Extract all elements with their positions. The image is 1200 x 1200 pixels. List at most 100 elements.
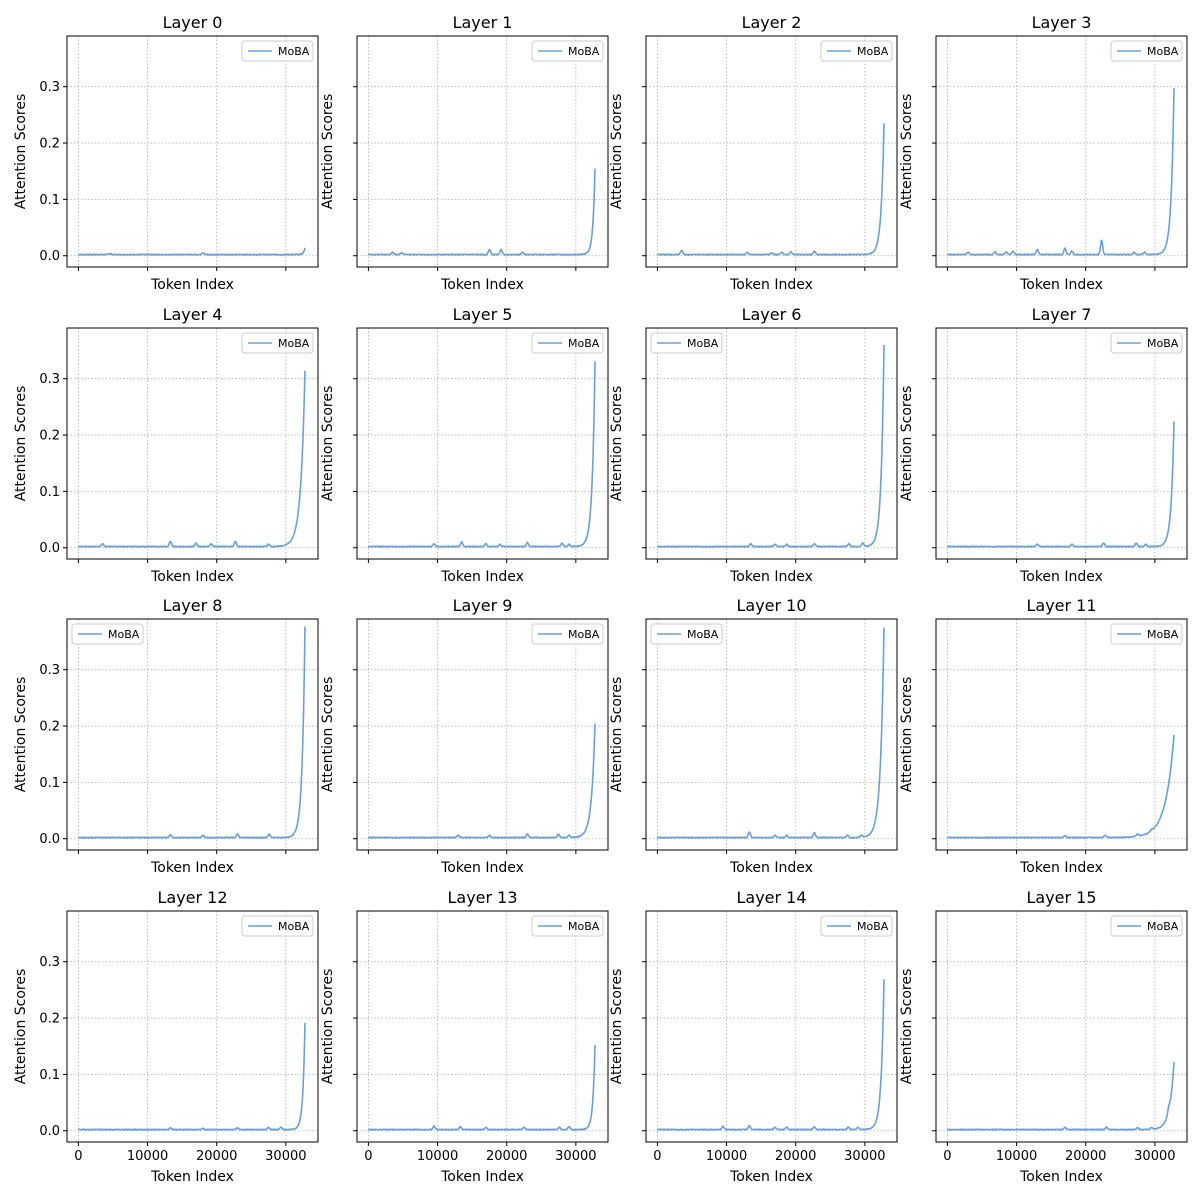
y-axis-label: Attention Scores <box>899 969 915 1085</box>
panel-layer-11: Layer 11 Token Index Attention Scores MoBA <box>899 596 1188 876</box>
panel-title: Layer 8 <box>163 596 223 615</box>
y-axis-label: Attention Scores <box>609 969 625 1085</box>
panel-layer-14: 0 10000 20000 30000 Layer 14 Token Index Atten… <box>609 888 898 1185</box>
y-tick-label: 0.2 <box>39 137 60 152</box>
series-line-moba <box>77 370 306 548</box>
x-tick-label: 10000 <box>127 1149 168 1164</box>
legend-box <box>531 40 604 62</box>
legend: MoBA <box>531 332 604 354</box>
panel-title: Layer 10 <box>736 596 806 615</box>
x-tick-label: 30000 <box>555 1149 596 1164</box>
y-tick-label: 0.1 <box>39 776 60 791</box>
series-line-moba <box>77 1022 306 1131</box>
x-axis-label: Token Index <box>1019 860 1103 876</box>
y-axis-label: Attention Scores <box>899 386 915 502</box>
legend: MoBA <box>650 623 723 645</box>
x-tick-label: 0 <box>74 1149 82 1164</box>
legend: MoBA <box>241 332 314 354</box>
y-axis-label: Attention Scores <box>899 677 915 793</box>
x-tick-label: 10000 <box>706 1149 747 1164</box>
legend-box <box>241 915 314 937</box>
series-line-moba <box>946 1061 1175 1131</box>
y-tick-label: 0.1 <box>39 193 60 208</box>
y-axis-label: Attention Scores <box>899 94 915 210</box>
panel-title: Layer 9 <box>453 596 513 615</box>
legend-label: MoBA <box>857 920 889 933</box>
y-axis-label: Attention Scores <box>609 94 625 210</box>
axes-frame <box>645 35 898 268</box>
axes-frame <box>935 327 1188 560</box>
legend: MoBA <box>1110 915 1183 937</box>
panel-layer-12: 0 10000 20000 30000 0.0 0.1 0.2 0.3 Layer 12 Toke… <box>13 888 319 1185</box>
legend-label: MoBA <box>278 337 310 350</box>
panel-title: Layer 5 <box>453 305 513 324</box>
axes-frame <box>645 910 898 1143</box>
axes-frame <box>935 35 1188 268</box>
panel-layer-15: 0 10000 20000 30000 Layer 15 Token Index Atten… <box>899 888 1188 1185</box>
legend-label: MoBA <box>687 628 719 641</box>
y-axis-label: Attention Scores <box>320 677 336 793</box>
series-line-moba <box>77 247 306 256</box>
legend: MoBA <box>1110 623 1183 645</box>
x-tick-label: 20000 <box>1065 1149 1106 1164</box>
panel-title: Layer 6 <box>742 305 802 324</box>
legend-label: MoBA <box>278 45 310 58</box>
x-axis-label: Token Index <box>440 569 524 585</box>
legend-box <box>650 332 723 354</box>
x-axis-label: Token Index <box>1019 1169 1103 1185</box>
panel-layer-1: Layer 1 Token Index Attention Scores MoBA <box>320 13 609 293</box>
legend: MoBA <box>531 623 604 645</box>
x-tick-label: 20000 <box>486 1149 527 1164</box>
y-axis-label: Attention Scores <box>13 677 29 793</box>
y-tick-label: 0.3 <box>39 663 60 678</box>
legend-label: MoBA <box>278 920 310 933</box>
panel-layer-9: Layer 9 Token Index Attention Scores MoBA <box>320 596 609 876</box>
legend: MoBA <box>1110 332 1183 354</box>
legend: MoBA <box>531 40 604 62</box>
legend-box <box>241 332 314 354</box>
axes-frame <box>356 35 609 268</box>
legend-box <box>1110 915 1183 937</box>
legend-box <box>1110 332 1183 354</box>
axes-frame <box>66 327 319 560</box>
legend: MoBA <box>241 40 314 62</box>
legend: MoBA <box>820 40 893 62</box>
x-axis-label: Token Index <box>150 277 234 293</box>
y-tick-label: 0.0 <box>39 832 60 847</box>
series-line-moba <box>367 723 596 839</box>
x-tick-label: 0 <box>364 1149 372 1164</box>
legend-label: MoBA <box>568 45 600 58</box>
legend-label: MoBA <box>1147 920 1179 933</box>
x-axis-label: Token Index <box>440 1169 524 1185</box>
x-axis-label: Token Index <box>150 569 234 585</box>
y-axis-label: Attention Scores <box>320 969 336 1085</box>
legend-label: MoBA <box>568 337 600 350</box>
legend-box <box>1110 40 1183 62</box>
x-axis-label: Token Index <box>1019 277 1103 293</box>
legend-box <box>820 915 893 937</box>
y-axis-label: Attention Scores <box>320 386 336 502</box>
x-tick-label: 10000 <box>417 1149 458 1164</box>
series-line-moba <box>946 734 1175 839</box>
axes-frame <box>66 910 319 1143</box>
panel-layer-5: Layer 5 Token Index Attention Scores MoBA <box>320 305 609 585</box>
panel-layer-8: 0.0 0.1 0.2 0.3 Layer 8 Token Index Attention … <box>13 596 319 876</box>
y-tick-label: 0.1 <box>39 485 60 500</box>
panel-title: Layer 0 <box>163 13 223 32</box>
y-tick-label: 0.1 <box>39 1068 60 1083</box>
x-tick-label: 30000 <box>844 1149 885 1164</box>
series-line-moba <box>656 123 885 256</box>
series-line-moba <box>367 1045 596 1131</box>
legend-label: MoBA <box>1147 337 1179 350</box>
legend-label: MoBA <box>857 45 889 58</box>
x-axis-label: Token Index <box>150 1169 234 1185</box>
x-tick-label: 0 <box>653 1149 661 1164</box>
x-axis-label: Token Index <box>150 860 234 876</box>
y-axis-label: Attention Scores <box>609 677 625 793</box>
legend-box <box>531 915 604 937</box>
x-axis-label: Token Index <box>729 569 813 585</box>
axes-frame <box>935 618 1188 851</box>
panel-layer-2: Layer 2 Token Index Attention Scores MoBA <box>609 13 898 293</box>
legend-label: MoBA <box>568 920 600 933</box>
y-axis-label: Attention Scores <box>13 386 29 502</box>
